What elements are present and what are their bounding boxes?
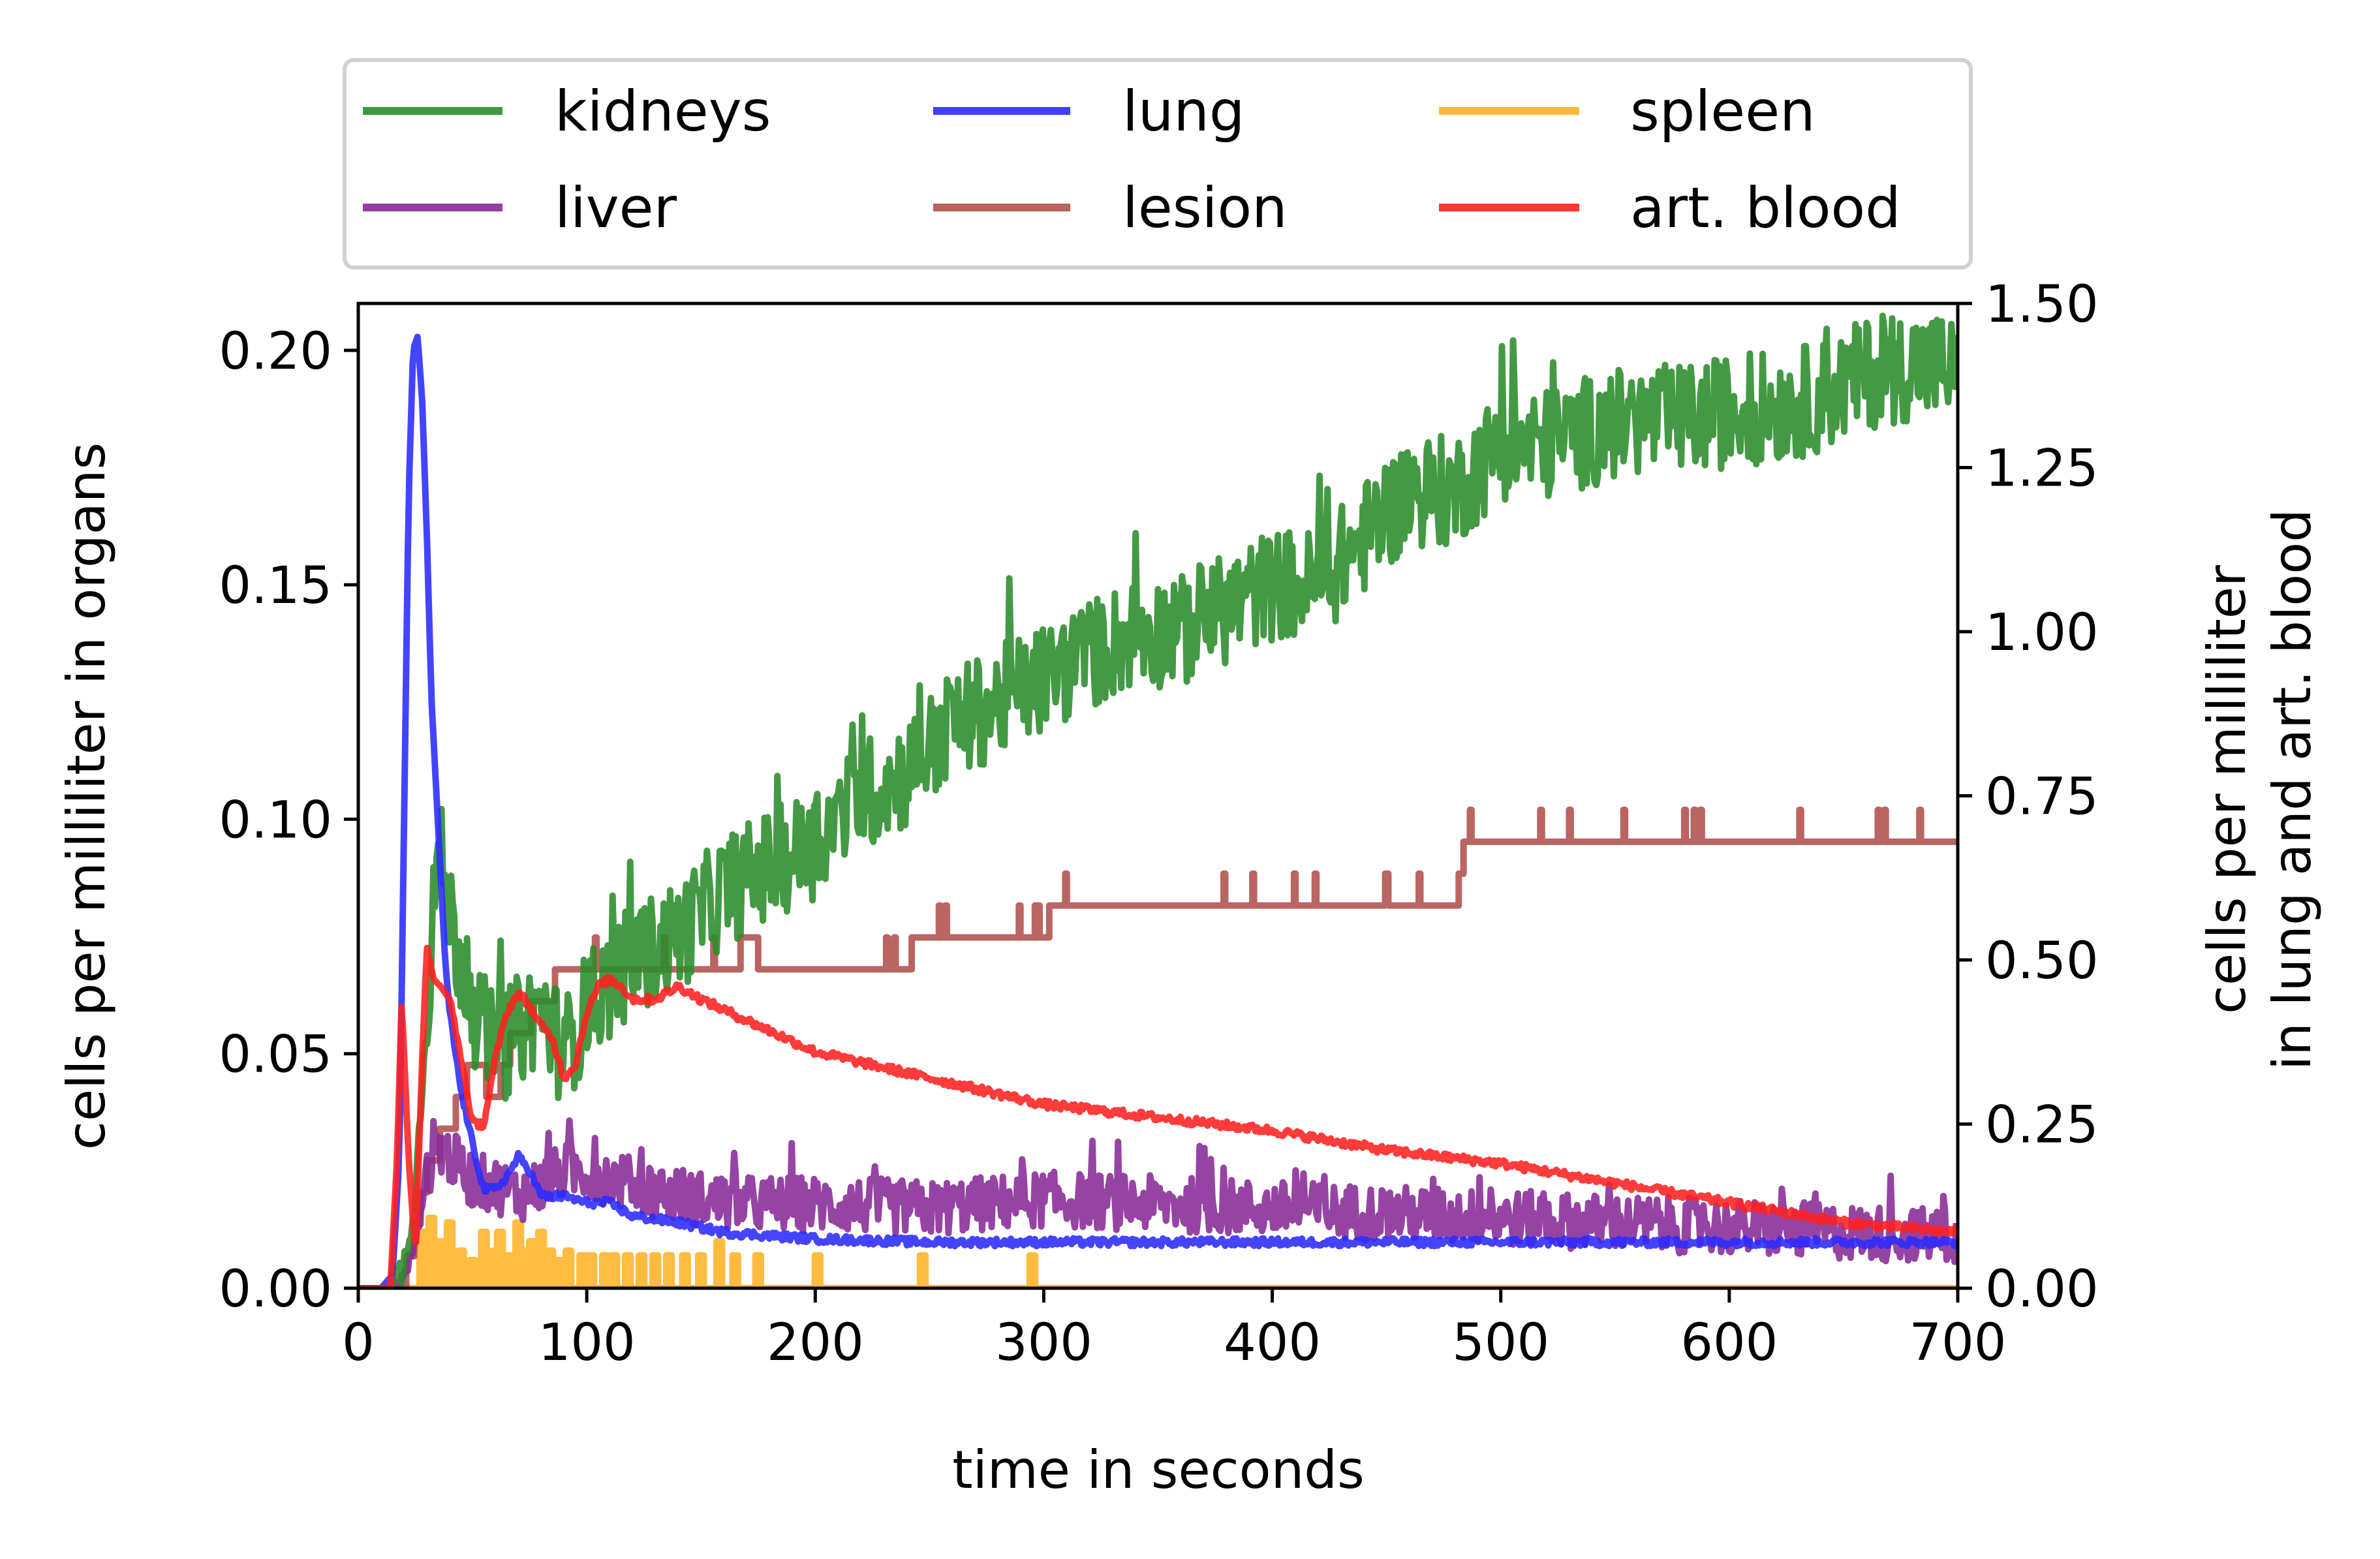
y-right-tick-label: 0.50 [1985,932,2099,991]
legend-label-kidneys: kidneys [555,79,771,144]
x-tick-label: 500 [1452,1314,1549,1372]
y-right-tick-label: 0.75 [1985,768,2099,827]
legend-label-lesion: lesion [1122,176,1288,241]
y-left-tick-label: 0.10 [219,791,332,850]
x-tick-label: 200 [767,1314,864,1372]
y-left-tick-label: 0.15 [219,557,332,615]
x-tick-label: 600 [1680,1314,1778,1372]
y-left-tick-label: 0.05 [219,1026,332,1085]
y-axis-left: 0.00 0.05 0.10 0.15 0.20 [219,322,358,1319]
y-axis-left-label: cells per milliliter in organs [56,442,117,1150]
series-line-spleen [358,1214,1958,1288]
y-left-tick-label: 0.00 [219,1260,332,1319]
y-axis-right: 0.00 0.25 0.50 0.75 1.00 1.25 1.50 [1958,275,2099,1319]
y-right-tick-label: 1.25 [1985,440,2099,499]
x-axis-label: time in seconds [952,1440,1365,1500]
y-right-tick-label: 1.00 [1985,604,2099,662]
x-tick-label: 300 [995,1314,1092,1372]
series-line-kidneys [358,313,1958,1288]
x-tick-label: 100 [538,1314,636,1372]
x-tick-label: 400 [1224,1314,1321,1372]
y-left-tick-label: 0.20 [219,322,332,381]
legend: kidneys lung spleen liver lesion art. bl… [343,58,1973,270]
y-axis-right-label-line1: cells per milliliter [2197,565,2257,1014]
y-right-tick-label: 0.00 [1985,1260,2099,1319]
y-right-tick-label: 1.50 [1985,275,2099,334]
x-tick-label: 700 [1909,1314,2007,1372]
y-right-tick-label: 0.25 [1985,1096,2099,1155]
series-layer [358,313,1958,1288]
legend-label-liver: liver [555,176,677,241]
x-tick-label: 0 [342,1314,375,1372]
legend-label-art-blood: art. blood [1630,176,1901,241]
legend-label-lung: lung [1122,79,1245,144]
legend-label-spleen: spleen [1630,79,1816,144]
x-axis: 0 100 200 300 400 500 600 700 [342,1288,2006,1372]
y-axis-right-label-line2: in lung and art. blood [2262,509,2323,1070]
series-line-lung [358,333,1958,1288]
series-line-art-blood [358,944,1958,1288]
